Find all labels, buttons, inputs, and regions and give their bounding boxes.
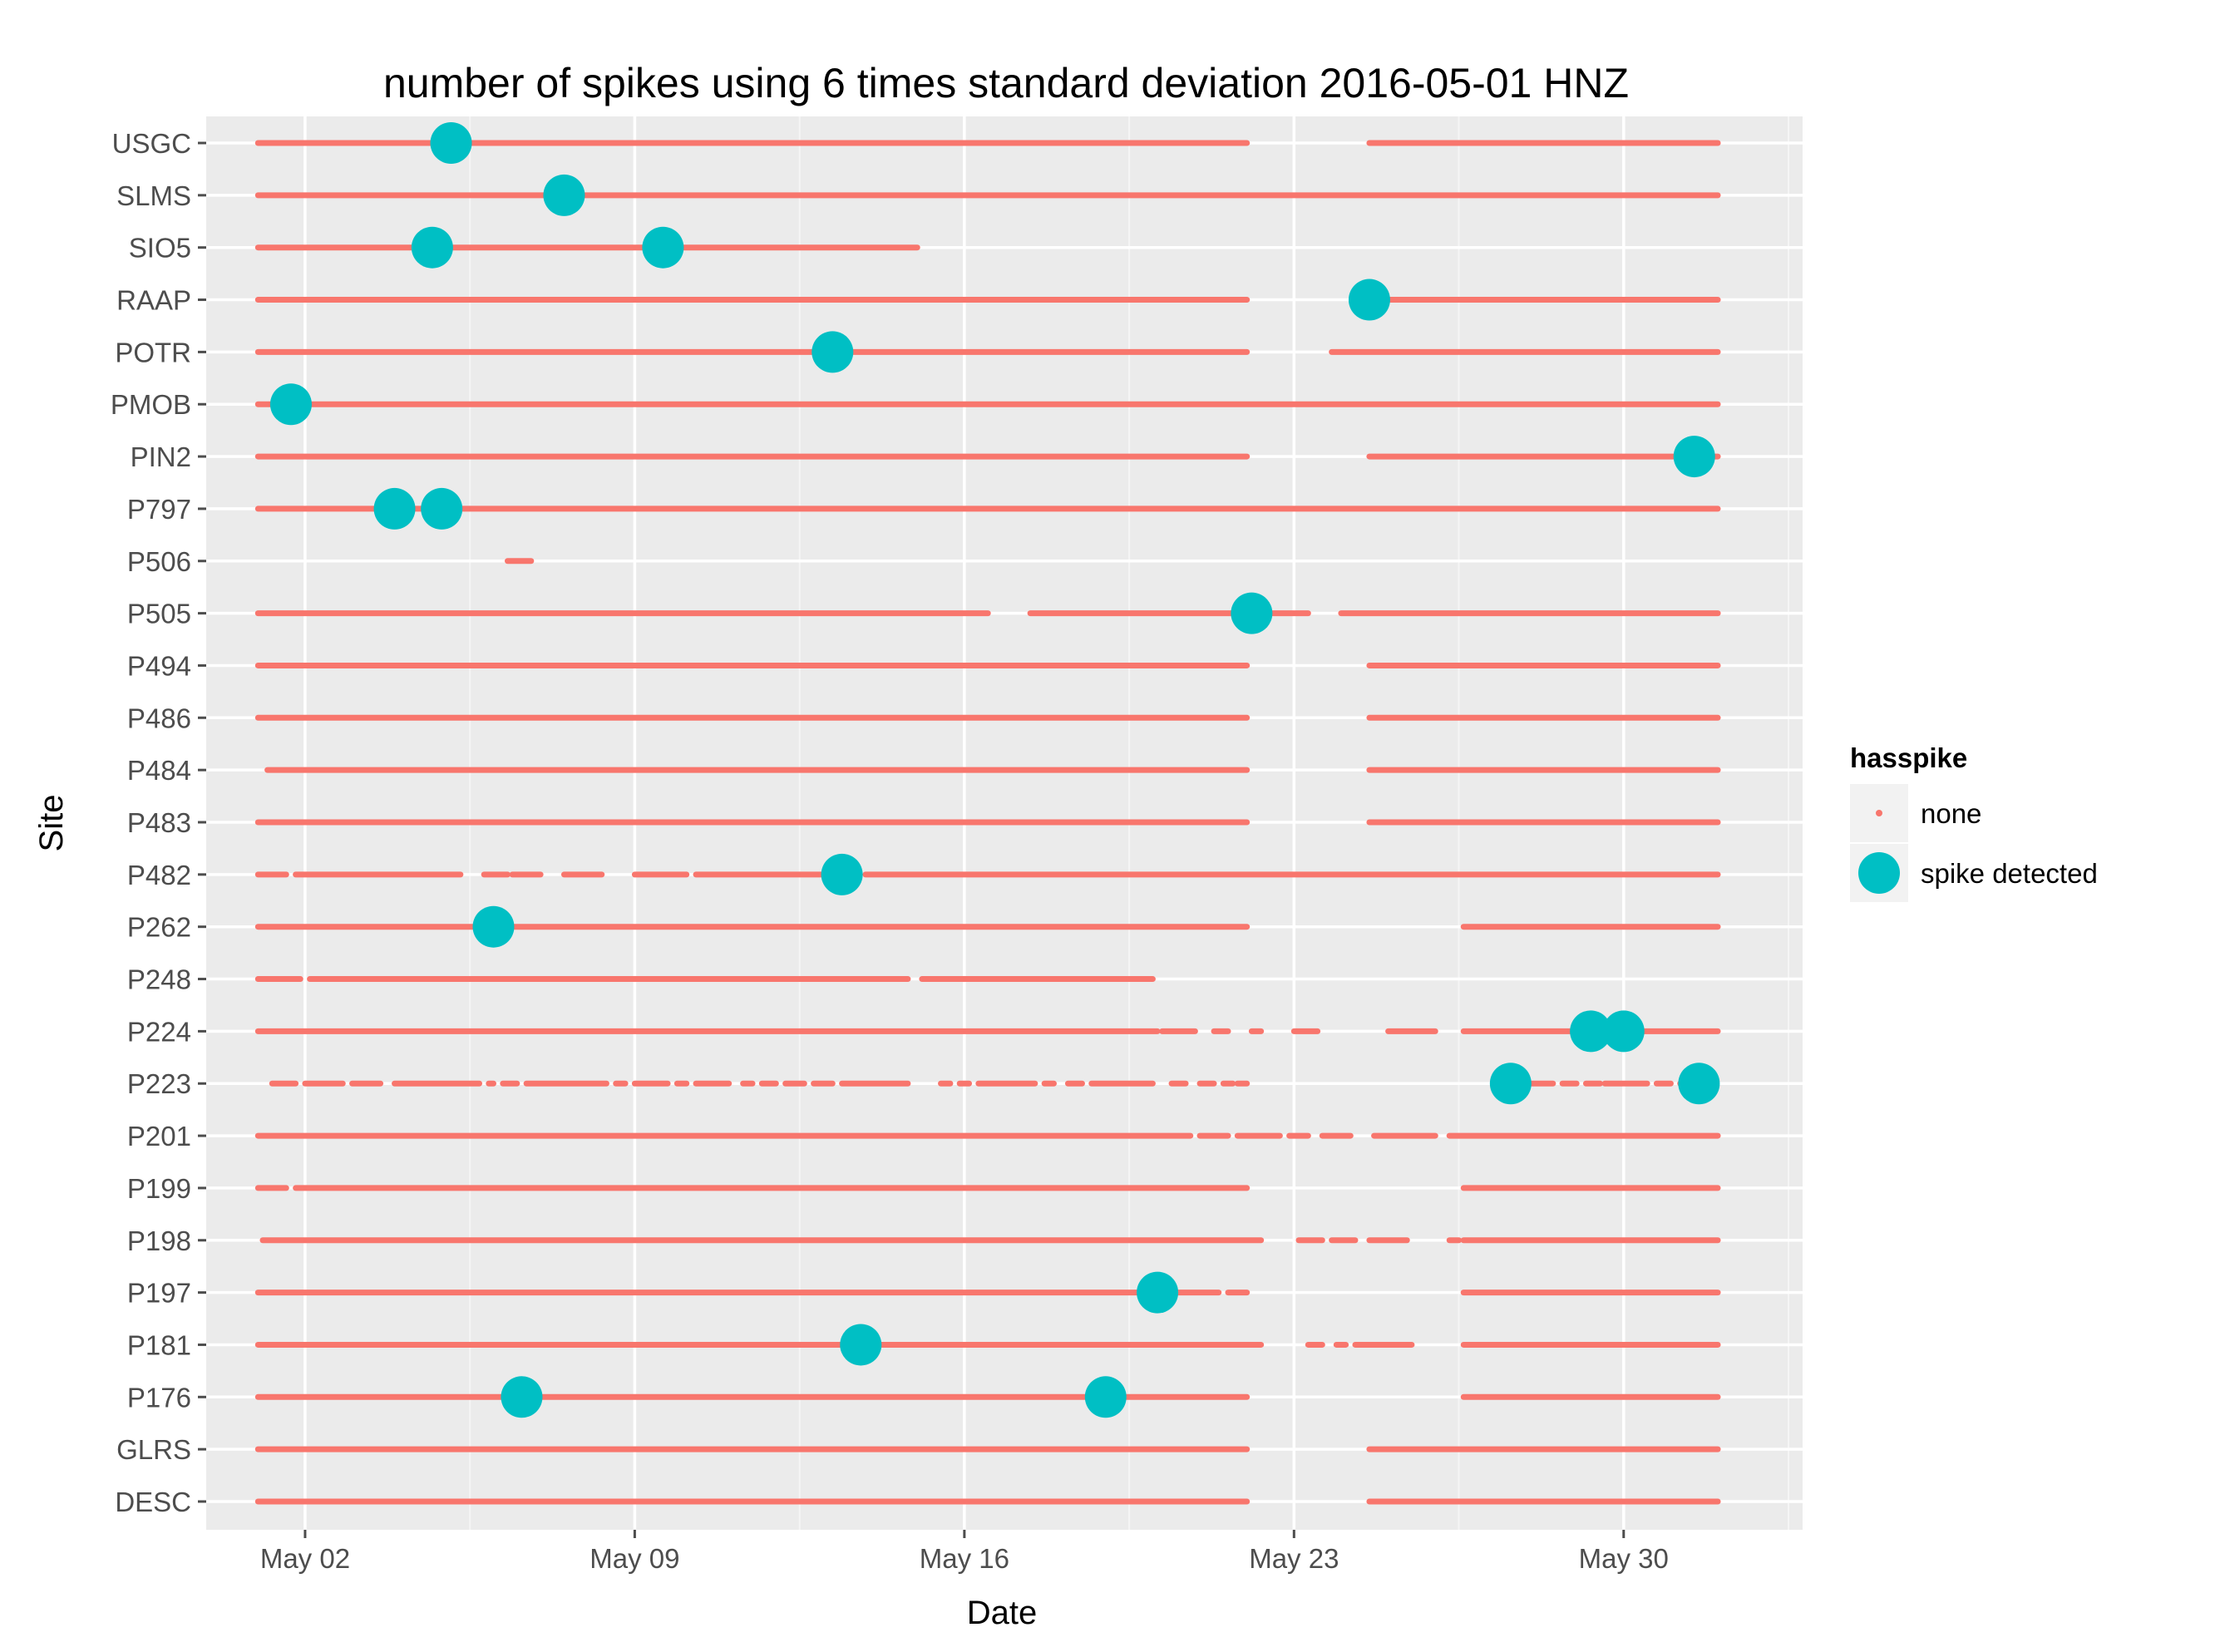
x-axis: May 02 May 09 May 16 May 23 May 30 (260, 1530, 1669, 1574)
y-tick-label-p198: P198 (127, 1225, 191, 1256)
spike-point-p224 (1602, 1010, 1645, 1053)
x-tick-label-may-02: May 02 (260, 1543, 350, 1574)
y-axis: USGC SLMS SIO5 RAAP POTR PMOB PIN2 P797 P506 P505… (111, 128, 206, 1517)
spike-point-p262 (472, 905, 515, 948)
spike-point-pmob (269, 383, 312, 426)
spike-point-p176 (501, 1376, 543, 1418)
y-tick-label-p199: P199 (127, 1173, 191, 1204)
y-tick-label-glrs: GLRS (116, 1434, 191, 1465)
y-tick-label-p201: P201 (127, 1121, 191, 1151)
legend: hasspike none spike detected (1850, 742, 2098, 902)
spike-series (269, 122, 1720, 1418)
spike-point-p181 (840, 1324, 882, 1366)
y-tick-label-p223: P223 (127, 1068, 191, 1099)
y-tick-label-p181: P181 (127, 1329, 191, 1360)
legend-label-none: none (1921, 798, 1981, 829)
spike-point-p224 (1570, 1010, 1612, 1053)
spike-point-p797 (373, 487, 416, 530)
y-tick-label-pmob: PMOB (111, 389, 191, 420)
spike-point-sio5 (642, 226, 684, 269)
spike-point-slms (543, 174, 585, 216)
spike-point-p176 (1084, 1376, 1127, 1418)
y-tick-label-potr: POTR (115, 337, 191, 367)
y-tick-label-usgc: USGC (112, 128, 191, 159)
y-tick-label-p486: P486 (127, 703, 191, 733)
legend-title: hasspike (1850, 742, 1967, 773)
y-tick-label-raap: RAAP (116, 285, 191, 316)
x-tick-label-may-09: May 09 (590, 1543, 679, 1574)
x-tick-label-may-23: May 23 (1249, 1543, 1339, 1574)
y-tick-label-p197: P197 (127, 1278, 191, 1309)
y-tick-label-p482: P482 (127, 860, 191, 890)
y-tick-label-p224: P224 (127, 1016, 191, 1047)
spike-point-sio5 (411, 226, 453, 269)
y-tick-label-p176: P176 (127, 1382, 191, 1413)
chart-title: number of spikes using 6 times standard … (383, 60, 1629, 106)
legend-key-none-icon (1876, 810, 1882, 816)
spike-point-potr (812, 331, 854, 373)
x-axis-title: Date (967, 1595, 1038, 1631)
x-tick-label-may-30: May 30 (1579, 1543, 1669, 1574)
spike-point-pin2 (1673, 436, 1715, 478)
spike-point-usgc (430, 122, 472, 164)
legend-key-spike-icon (1858, 852, 1900, 894)
y-tick-label-pin2: PIN2 (131, 441, 191, 472)
y-tick-label-p262: P262 (127, 912, 191, 943)
y-tick-label-p483: P483 (127, 807, 191, 838)
spike-point-p223 (1678, 1063, 1720, 1105)
spike-point-raap (1348, 279, 1390, 321)
y-tick-label-slms: SLMS (116, 180, 191, 211)
y-tick-label-p248: P248 (127, 964, 191, 995)
y-tick-label-sio5: SIO5 (129, 233, 191, 264)
y-axis-title: Site (33, 795, 70, 852)
y-tick-label-p494: P494 (127, 650, 191, 681)
y-tick-label-p797: P797 (127, 494, 191, 525)
spike-point-p197 (1137, 1271, 1179, 1314)
y-tick-label-p484: P484 (127, 755, 191, 786)
x-tick-label-may-16: May 16 (920, 1543, 1009, 1574)
spike-point-p505 (1231, 592, 1273, 634)
y-tick-label-p505: P505 (127, 599, 191, 629)
legend-label-spike-detected: spike detected (1921, 858, 2098, 889)
y-tick-label-desc: DESC (115, 1487, 191, 1517)
y-tick-label-p506: P506 (127, 546, 191, 577)
spike-point-p482 (821, 853, 863, 895)
spike-point-p797 (421, 487, 463, 530)
spike-point-p223 (1489, 1063, 1532, 1105)
